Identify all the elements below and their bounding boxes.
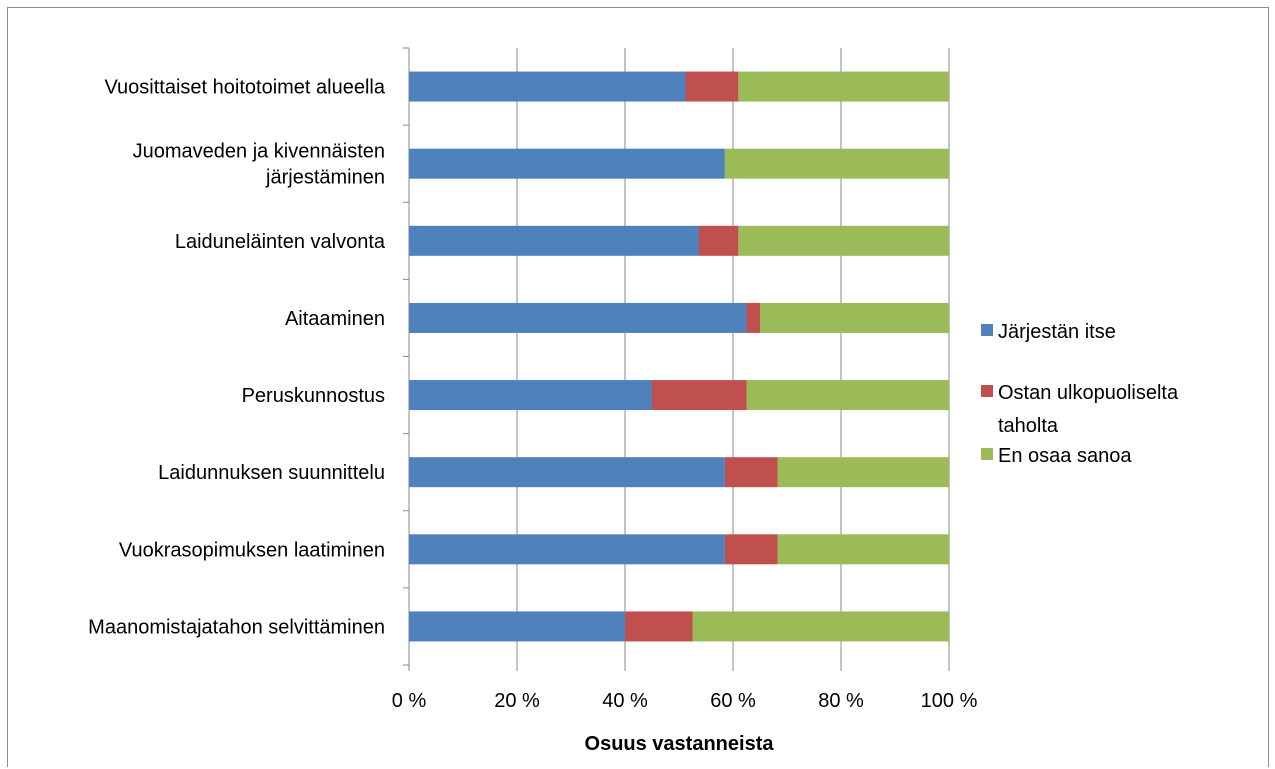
bar-segment — [409, 71, 686, 102]
category-label: Aitaaminen — [285, 308, 385, 330]
x-tick-label: 20 % — [494, 690, 540, 712]
bar-segment — [724, 457, 778, 488]
bar-segment — [409, 302, 747, 333]
legend-swatch — [981, 324, 993, 336]
bar-segment — [692, 611, 949, 642]
bar-segment — [409, 611, 625, 642]
category-label: Vuokrasopimuksen laatiminen — [119, 539, 385, 561]
x-tick-label: 60 % — [710, 690, 756, 712]
legend-label: En osaa sanoa — [998, 445, 1132, 467]
legend-label: Ostan ulkopuoliselta taholta — [998, 382, 1179, 437]
bar-segment — [625, 611, 693, 642]
legend-label: Järjestän itse — [998, 321, 1116, 343]
category-label: Laiduneläinten valvonta — [175, 231, 386, 253]
bar-segment — [409, 225, 699, 256]
bar-segment — [698, 225, 739, 256]
legend-swatch — [981, 385, 993, 397]
bar-segment — [409, 148, 725, 179]
bar-segment — [738, 71, 949, 102]
x-tick-label: 40 % — [602, 690, 648, 712]
bar-segment — [652, 380, 747, 411]
category-label: Maanomistajatahon selvittäminen — [88, 616, 385, 638]
bar-segment — [409, 534, 725, 565]
legend-swatch — [981, 448, 993, 460]
bar-segment — [724, 148, 949, 179]
x-tick-label: 0 % — [392, 690, 427, 712]
bar-segment — [738, 225, 949, 256]
category-label: Juomaveden ja kivennäisten järjestäminen — [133, 141, 385, 189]
bar-segment — [760, 302, 949, 333]
bar-segment — [685, 71, 739, 102]
x-tick-label: 80 % — [818, 690, 864, 712]
bar-segment — [746, 380, 949, 411]
chart-frame — [7, 7, 1269, 767]
x-axis-title: Osuus vastanneista — [585, 733, 775, 755]
bar-segment — [724, 534, 778, 565]
category-label: Laidunnuksen suunnittelu — [158, 462, 385, 484]
bar-segment — [777, 534, 949, 565]
category-label: Peruskunnostus — [242, 385, 385, 407]
x-tick-label: 100 % — [921, 690, 978, 712]
bar-segment — [777, 457, 949, 488]
bar-segment — [746, 302, 760, 333]
category-label: Vuosittaiset hoitotoimet alueella — [104, 77, 385, 99]
bar-segment — [409, 457, 725, 488]
bar-segment — [409, 380, 652, 411]
